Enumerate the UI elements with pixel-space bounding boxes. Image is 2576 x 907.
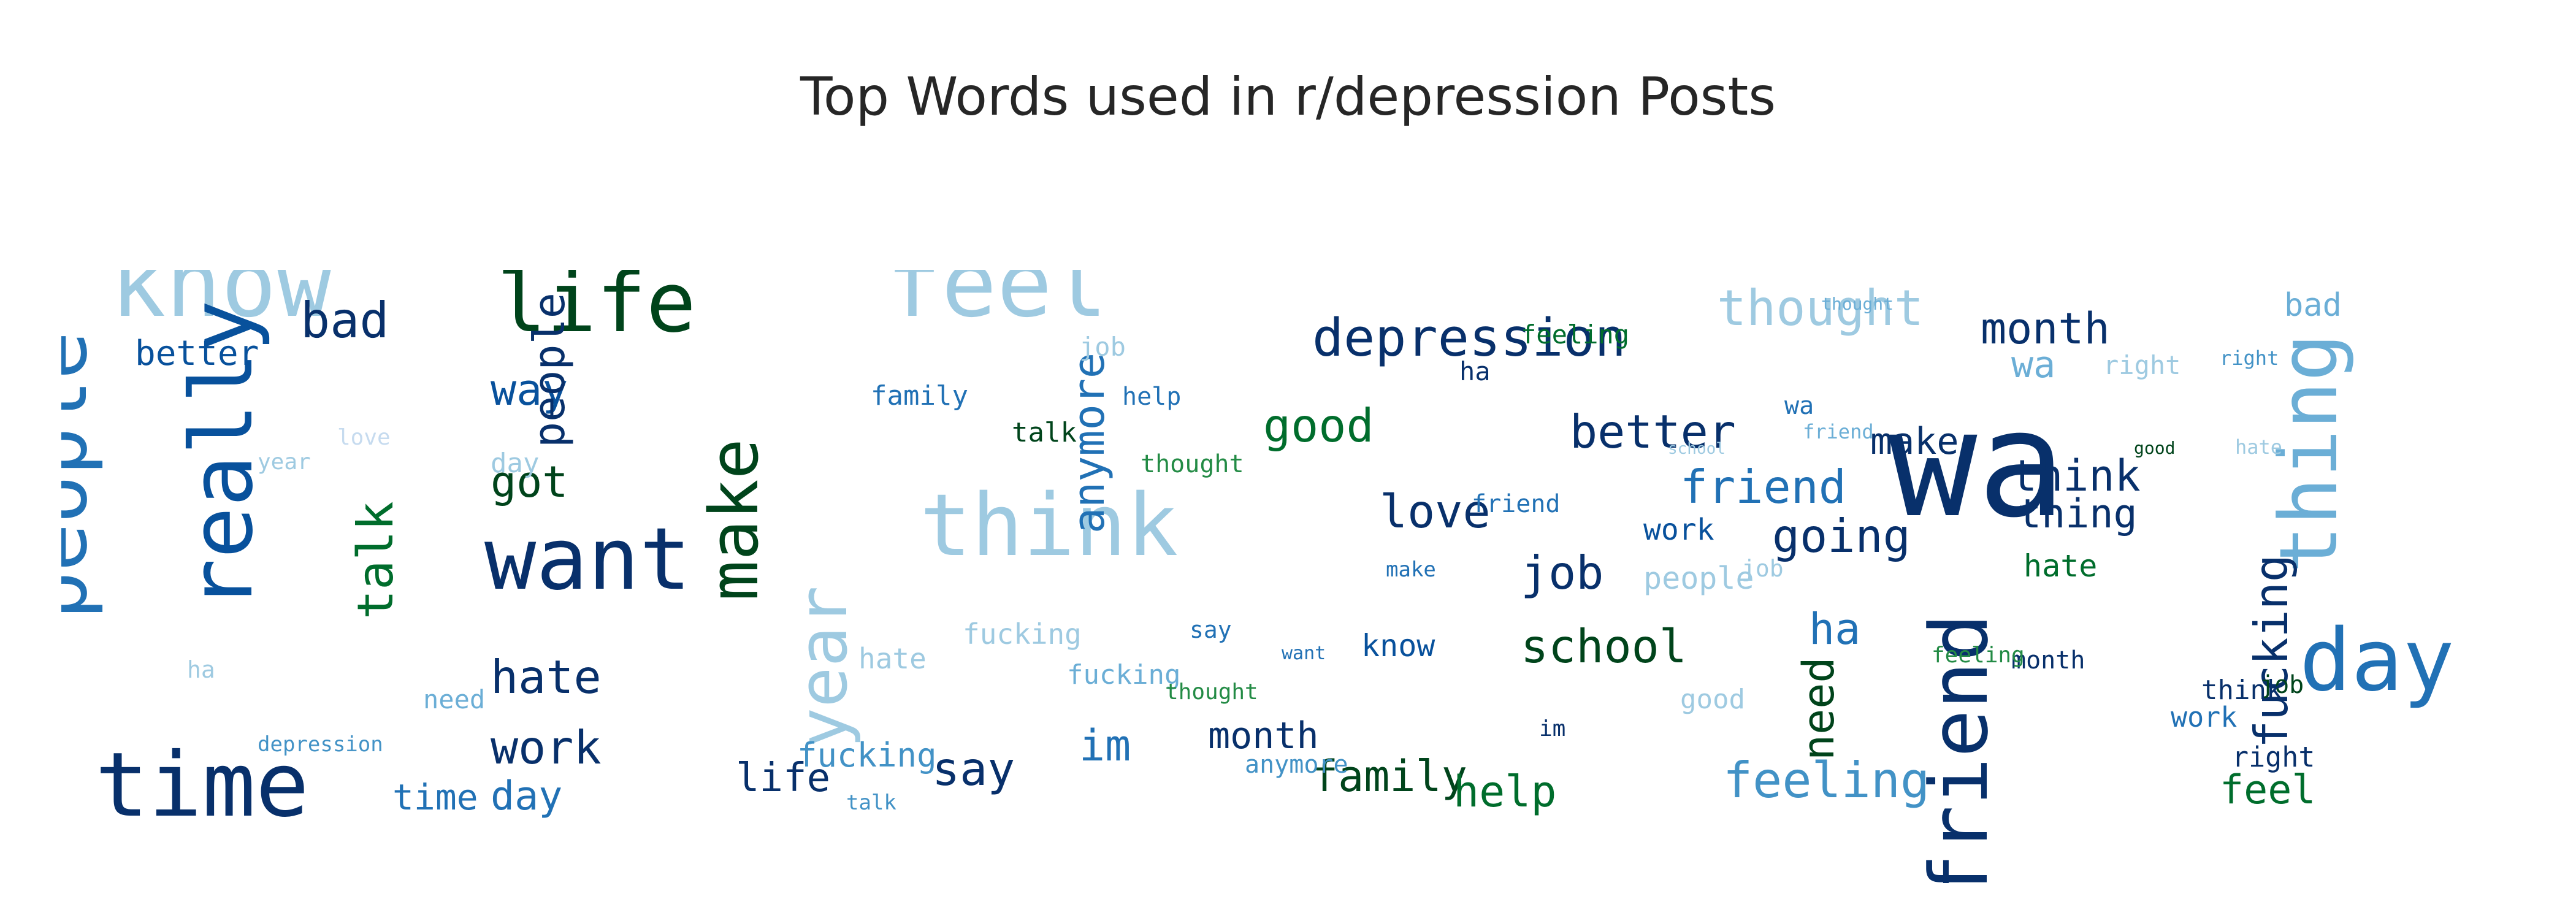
cloud-word: friend	[1803, 420, 1874, 443]
cloud-word: feeling	[1723, 752, 1930, 809]
cloud-word: make	[1386, 557, 1436, 582]
cloud-word: talk	[347, 501, 404, 619]
cloud-word: bad	[2284, 287, 2342, 324]
cloud-word: thought	[1717, 280, 1924, 337]
cloud-word: going	[1772, 509, 1911, 563]
cloud-word: work	[1643, 513, 1714, 547]
cloud-word: help	[1122, 383, 1181, 411]
cloud-word: work	[491, 721, 602, 775]
cloud-word: anymore	[1064, 353, 1114, 534]
cloud-word: know	[110, 270, 332, 338]
cloud-word: im	[1539, 716, 1565, 741]
cloud-word: life	[497, 270, 696, 351]
cloud-word: thought	[1165, 679, 1258, 705]
cloud-word: im	[1079, 721, 1131, 771]
cloud-word: bad	[300, 292, 389, 349]
cloud-word: right	[2103, 350, 2180, 380]
cloud-word: depression	[1312, 308, 1626, 369]
cloud-word: life	[736, 756, 830, 801]
cloud-word: better	[135, 334, 259, 373]
cloud-word: school	[1521, 619, 1687, 673]
cloud-word: feel	[886, 270, 1107, 338]
cloud-word: really	[172, 300, 272, 610]
cloud-word: got	[491, 457, 568, 507]
cloud-word: good	[2134, 438, 2175, 458]
cloud-word: make	[695, 438, 773, 601]
cloud-word: talk	[1012, 417, 1077, 448]
cloud-word: school	[1668, 440, 1726, 458]
cloud-word: day	[2299, 611, 2455, 711]
cloud-word: day	[491, 773, 562, 819]
cloud-word: anymore	[1245, 751, 1348, 779]
cloud-word: fucking	[797, 736, 937, 775]
cloud-word: job	[1079, 332, 1126, 362]
cloud-word: think	[920, 476, 1178, 576]
cloud-word: feeling	[1932, 643, 2025, 668]
cloud-word: job	[1741, 555, 1784, 582]
cloud-word: know	[1361, 628, 1435, 664]
cloud-word: want	[1282, 643, 1326, 664]
cloud-word: wa	[2011, 343, 2055, 386]
cloud-word: time	[95, 733, 309, 837]
cloud-word: feel	[2220, 767, 2316, 813]
cloud-word: good	[1263, 399, 1374, 453]
cloud-word: need	[423, 684, 485, 714]
cloud-word: friend	[1680, 460, 1846, 514]
cloud-word: thought	[1821, 294, 1894, 314]
cloud-word: say	[1190, 616, 1232, 643]
cloud-word: good	[1680, 684, 1745, 715]
cloud-word: hate	[491, 650, 602, 704]
cloud-word: fucking	[1067, 659, 1180, 691]
cloud-word: way	[491, 365, 568, 415]
cloud-word: people	[1643, 561, 1754, 596]
cloud-word: job	[1521, 546, 1603, 600]
cloud-word: right	[2220, 346, 2279, 370]
cloud-word: day	[491, 448, 539, 479]
cloud-word: say	[932, 742, 1015, 796]
cloud-word: year	[258, 450, 311, 475]
cloud-word: friend	[1913, 613, 2006, 883]
cloud-word: people	[61, 331, 105, 619]
cloud-word: need	[1794, 657, 1844, 760]
cloud-word: month	[2011, 646, 2085, 675]
cloud-word: hate	[2024, 548, 2097, 584]
cloud-word: thing	[2017, 491, 2138, 537]
cloud-word: hate	[858, 642, 927, 675]
cloud-word: better	[1570, 405, 1736, 459]
cloud-word: wa	[1784, 392, 1814, 420]
cloud-word: month	[1208, 714, 1319, 757]
cloud-word: want	[484, 510, 691, 610]
cloud-word: thought	[1141, 450, 1244, 478]
cloud-word: love	[1380, 484, 1491, 538]
cloud-word: people	[524, 293, 575, 448]
cloud-word: think	[2201, 675, 2282, 706]
cloud-word: family	[1312, 751, 1467, 802]
cloud-word: ha	[1459, 356, 1491, 386]
cloud-word: make	[1870, 420, 1959, 463]
cloud-word: thing	[2262, 334, 2355, 573]
cloud-word: time	[392, 776, 478, 818]
figure-title: Top Words used in r/depression Posts	[800, 66, 1776, 128]
cloud-word: month	[1981, 304, 2110, 354]
cloud-word: family	[871, 380, 968, 411]
cloud-word: feeling	[1521, 320, 1629, 350]
cloud-word: ha	[1809, 604, 1860, 654]
cloud-word: friend	[1472, 490, 1561, 518]
cloud-word: think	[2011, 451, 2141, 501]
cloud-word: hate	[2235, 435, 2282, 459]
cloud-word: job	[2260, 671, 2304, 699]
cloud-word: fucking	[963, 618, 1082, 651]
cloud-word: wa	[1889, 378, 2066, 550]
cloud-word: work	[2171, 701, 2237, 733]
cloud-word: year	[784, 586, 862, 748]
cloud-word: fucking	[2244, 554, 2298, 748]
cloud-word: help	[1453, 767, 1557, 817]
cloud-word: love	[337, 425, 391, 450]
cloud-word: ha	[187, 656, 215, 683]
cloud-word: talk	[846, 790, 896, 815]
cloud-word: right	[2232, 741, 2315, 773]
cloud-word: depression	[258, 732, 383, 757]
